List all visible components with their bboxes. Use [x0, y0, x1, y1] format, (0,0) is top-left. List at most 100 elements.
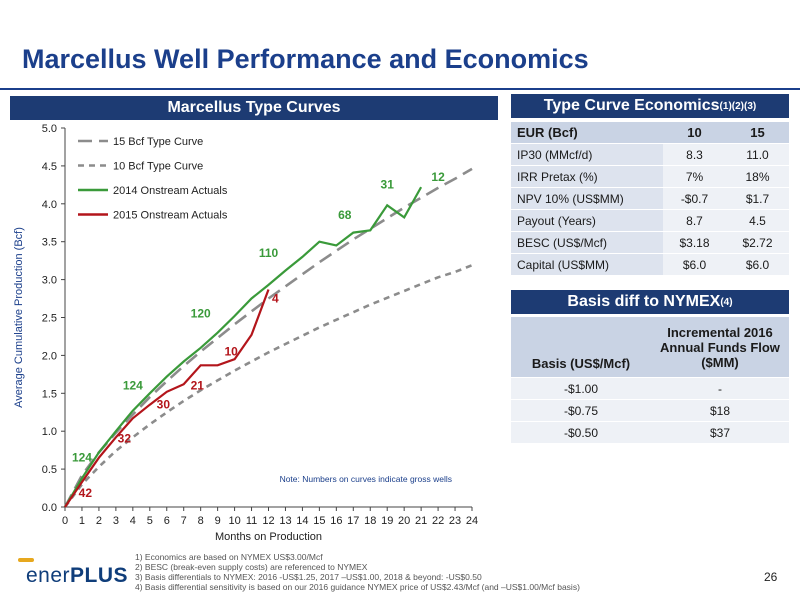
y-tick-label: 4.0: [42, 199, 57, 211]
metric-value: 7%: [663, 165, 726, 188]
economics-table: EUR (Bcf) 10 15 IP30 (MMcf/d) 8.3 11.0 IRR Pre…: [511, 122, 789, 276]
metric-value: $6.0: [726, 253, 789, 276]
x-tick-label: 18: [364, 515, 376, 527]
logo-text-plus: PLUS: [70, 564, 129, 587]
legend-label: 2015 Onstream Actuals: [113, 210, 228, 222]
x-tick-label: 0: [62, 515, 68, 527]
economics-header-row: EUR (Bcf) 10 15: [511, 122, 789, 144]
y-tick-label: 4.5: [42, 161, 57, 173]
basis-row: -$0.75 $18: [511, 399, 789, 422]
series-line-1: [63, 263, 473, 508]
x-axis-label: Months on Production: [215, 531, 322, 543]
well-count-label: 30: [157, 397, 171, 411]
y-tick-label: 2.0: [42, 350, 57, 362]
y-tick-label: 3.5: [42, 237, 57, 249]
x-tick-label: 4: [130, 515, 136, 527]
x-tick-label: 1: [79, 515, 85, 527]
basis-table: Basis (US$/Mcf) Incremental 2016 Annual …: [511, 317, 789, 444]
well-count-label: 4: [272, 291, 279, 305]
x-tick-label: 6: [164, 515, 170, 527]
footnote: 4) Basis differential sensitivity is bas…: [135, 582, 580, 592]
basis-value: -$0.50: [511, 421, 651, 444]
metric-value: $2.72: [726, 231, 789, 254]
series-line-3: [64, 289, 270, 508]
logo-text-ener: ener: [26, 564, 71, 587]
page-number: 26: [764, 570, 778, 584]
x-tick-label: 12: [262, 515, 274, 527]
metric-value: $6.0: [663, 253, 726, 276]
chart-panel-title: Marcellus Type Curves: [167, 99, 341, 116]
well-count-label: 32: [118, 432, 132, 446]
footnote: 1) Economics are based on NYMEX US$3.00/…: [135, 552, 323, 562]
economics-row: IP30 (MMcf/d) 8.3 11.0: [511, 143, 789, 166]
well-count-label: 124: [72, 451, 92, 465]
basis-col1-header: Basis (US$/Mcf): [511, 317, 651, 378]
well-count-label: 42: [79, 486, 93, 500]
x-tick-label: 11: [246, 515, 257, 527]
eur-value: 15: [726, 122, 789, 144]
economics-header: Type Curve Economics (1)(2)(3): [511, 94, 789, 118]
well-count-label: 21: [191, 379, 205, 393]
series-line-0: [63, 167, 473, 508]
metric-value: 8.7: [663, 209, 726, 232]
metric-value: $1.7: [726, 187, 789, 210]
y-tick-label: 5.0: [42, 123, 57, 135]
x-tick-label: 7: [181, 515, 187, 527]
chart-svg: 0.00.51.01.52.02.53.03.54.04.55.00 1 2 3 4 5 6…: [13, 123, 478, 543]
x-tick-label: 10: [228, 515, 240, 527]
footnote: 3) Basis differentials to NYMEX: 2016 -U…: [135, 572, 482, 582]
economics-row: BESC (US$/Mcf) $3.18 $2.72: [511, 231, 789, 254]
well-count-label: 120: [191, 307, 211, 321]
y-tick-label: 1.5: [42, 388, 57, 400]
x-tick-label: 5: [147, 515, 153, 527]
x-tick-label: 3: [113, 515, 119, 527]
well-count-label: 31: [381, 178, 395, 192]
x-tick-label: 8: [198, 515, 204, 527]
x-tick-label: 24: [466, 515, 478, 527]
basis-header: Basis diff to NYMEX (4): [511, 290, 789, 314]
x-tick-label: 2: [96, 515, 102, 527]
title-divider: [0, 88, 800, 90]
metric-label: Capital (US$MM): [511, 253, 663, 276]
legend-label: 15 Bcf Type Curve: [113, 136, 203, 148]
metric-value: -$0.7: [663, 187, 726, 210]
y-tick-label: 3.0: [42, 275, 57, 287]
x-tick-label: 9: [215, 515, 221, 527]
basis-title-sup: (4): [720, 296, 733, 308]
economics-row: Capital (US$MM) $6.0 $6.0: [511, 253, 789, 276]
basis-value: -$1.00: [511, 377, 651, 400]
chart-note: Note: Numbers on curves indicate gross w…: [280, 474, 452, 484]
well-count-label: 110: [259, 246, 279, 260]
x-tick-label: 19: [381, 515, 393, 527]
x-tick-label: 17: [347, 515, 359, 527]
funds-flow-value: -: [651, 377, 789, 400]
x-tick-label: 13: [279, 515, 291, 527]
x-tick-label: 22: [432, 515, 444, 527]
metric-value: 11.0: [726, 143, 789, 166]
footnote: 2) BESC (break-even supply costs) are re…: [135, 562, 368, 572]
basis-row: -$0.50 $37: [511, 421, 789, 444]
metric-label: Payout (Years): [511, 209, 663, 232]
metric-value: 8.3: [663, 143, 726, 166]
legend-label: 10 Bcf Type Curve: [113, 161, 203, 173]
x-tick-label: 15: [313, 515, 325, 527]
x-tick-label: 14: [296, 515, 308, 527]
footnotes: 1) Economics are based on NYMEX US$3.00/…: [135, 552, 580, 592]
basis-header-row: Basis (US$/Mcf) Incremental 2016 Annual …: [511, 317, 789, 378]
logo-accent-mark: [18, 558, 34, 562]
x-tick-label: 23: [449, 515, 461, 527]
metric-value: 4.5: [726, 209, 789, 232]
type-curves-chart: 0.0 0.5 1.0 1.5 2.0 2.5 3.0 3.5 4.0 4.5 5.0 0 1 2 3 4 5 6…: [0, 118, 500, 550]
legend-label: 2014 Onstream Actuals: [113, 185, 228, 197]
eur-value: 10: [663, 122, 726, 144]
basis-col2-header: Incremental 2016 Annual Funds Flow ($MM): [651, 317, 789, 378]
metric-label: IP30 (MMcf/d): [511, 143, 663, 166]
y-tick-label: 0.5: [42, 464, 57, 476]
economics-title: Type Curve Economics: [543, 97, 720, 114]
economics-row: Payout (Years) 8.7 4.5: [511, 209, 789, 232]
basis-row: -$1.00-: [511, 377, 789, 400]
economics-row: IRR Pretax (%) 7% 18%: [511, 165, 789, 188]
well-count-label: 10: [225, 344, 239, 358]
chart-panel-header: Marcellus Type Curves: [10, 96, 498, 120]
y-tick-label: 0.0: [42, 502, 57, 514]
